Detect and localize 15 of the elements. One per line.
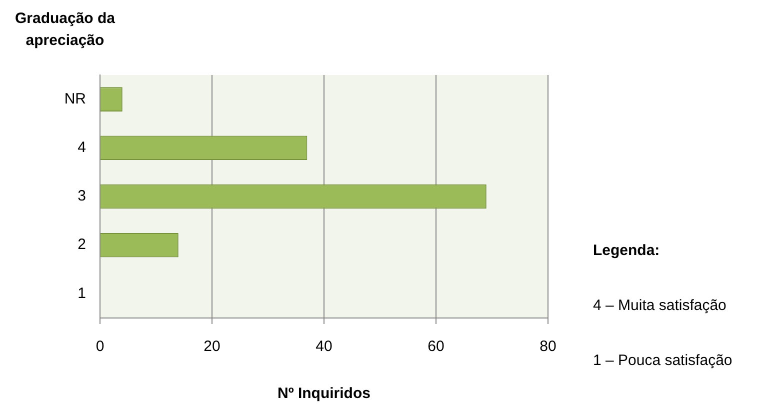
y-tick-label: NR	[64, 90, 86, 108]
y-tick-label: 1	[78, 284, 86, 302]
x-axis-title: Nº Inquiridos	[276, 385, 372, 402]
text: Legenda:	[593, 242, 660, 259]
y-tick-label: 3	[78, 188, 86, 205]
text: 4 – Muita satisfação	[593, 297, 726, 314]
y-tick-label: 2	[78, 236, 86, 254]
x-tick-label: 60	[428, 338, 444, 356]
x-tick-label: 20	[204, 338, 220, 356]
y-axis-title: Graduação da apreciação	[14, 9, 116, 51]
x-tick-label: 40	[316, 338, 332, 356]
y-tick-label: 4	[78, 139, 86, 156]
x-tick-label: 80	[540, 338, 556, 356]
x-tick-label: 0	[96, 338, 104, 356]
text: 1 – Pouca satisfação	[593, 352, 732, 369]
